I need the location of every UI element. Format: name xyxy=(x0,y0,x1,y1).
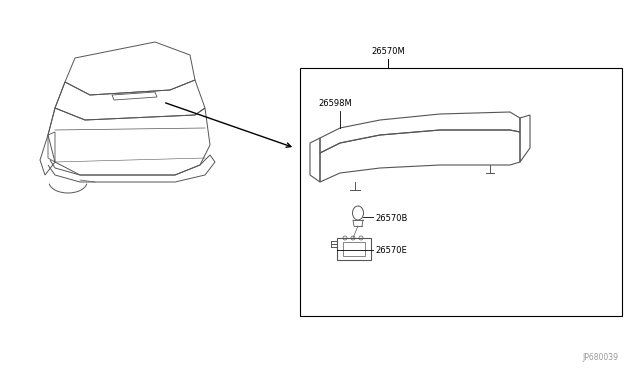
Bar xyxy=(300,68,622,316)
Text: JP680039: JP680039 xyxy=(582,353,618,362)
Text: 26570B: 26570B xyxy=(375,214,408,222)
Text: 26570E: 26570E xyxy=(375,246,407,254)
Bar xyxy=(343,242,365,256)
Text: 26570M: 26570M xyxy=(371,47,405,56)
Text: 26598M: 26598M xyxy=(318,99,352,108)
Bar xyxy=(337,238,371,260)
